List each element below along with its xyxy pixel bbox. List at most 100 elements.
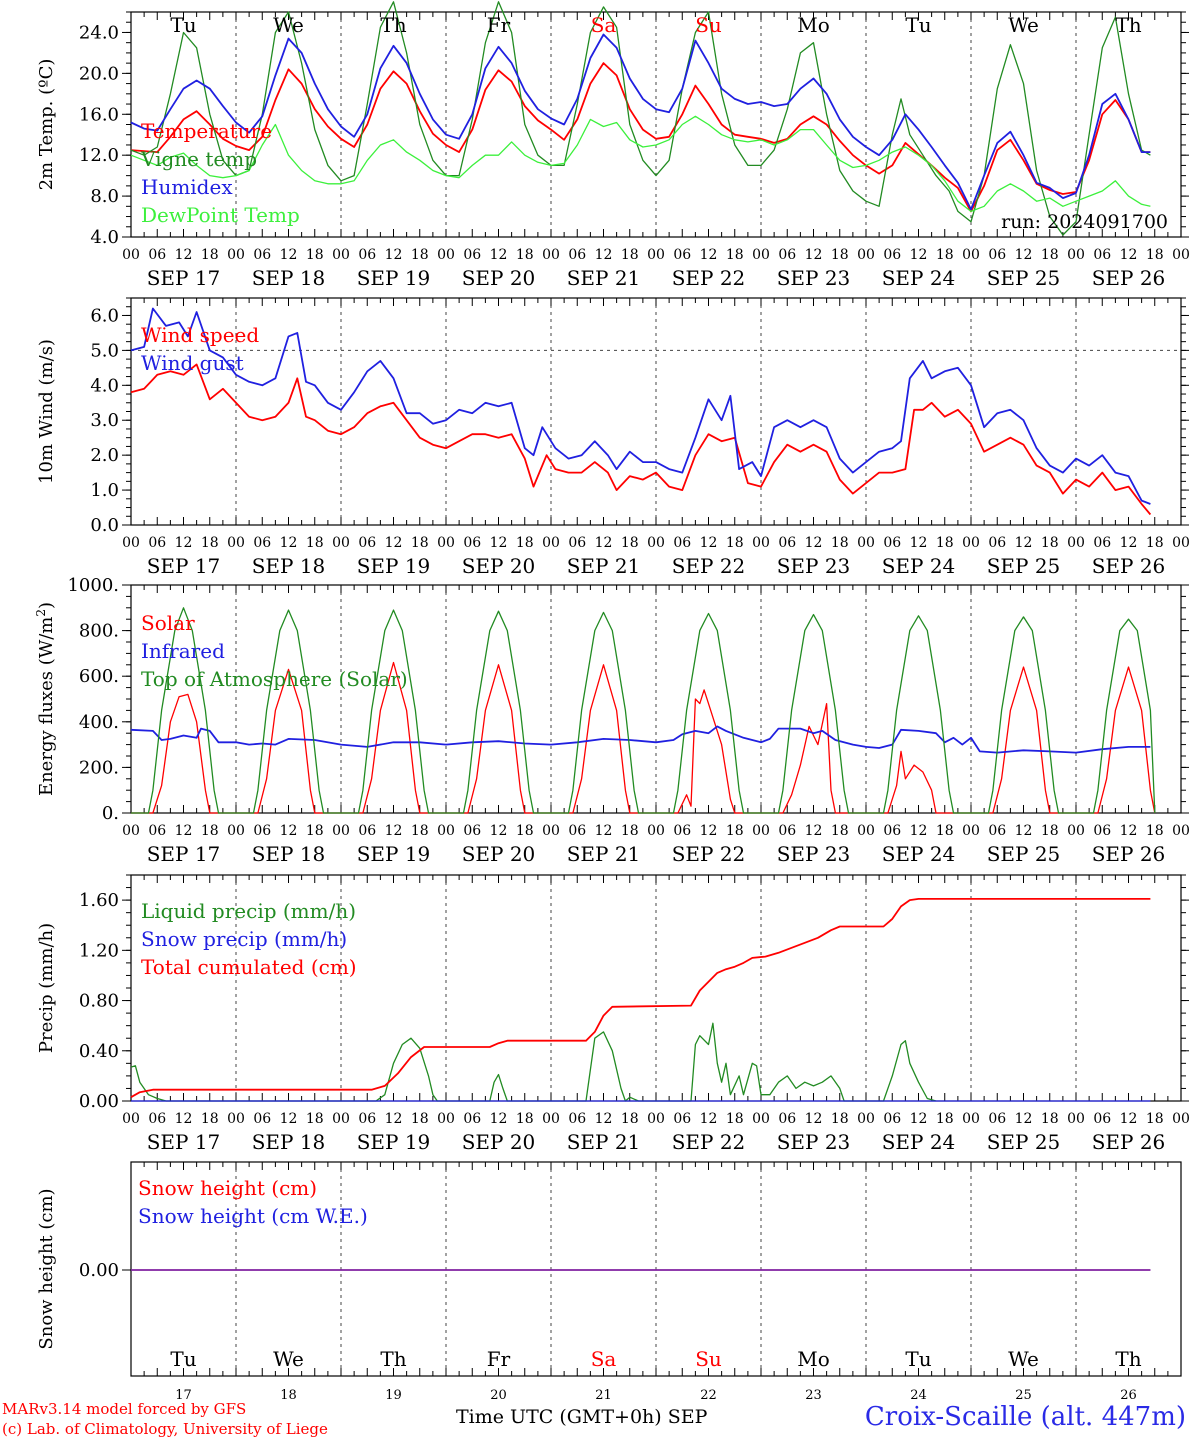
hour-tick-label: 06 [463,247,481,263]
hour-tick-label: 06 [568,247,586,263]
hour-tick-label: 18 [306,247,324,263]
hour-tick-label: 18 [936,247,954,263]
hour-tick-label: 18 [621,823,639,839]
hour-tick-label: 12 [805,1111,823,1127]
hour-tick-label: 00 [647,823,665,839]
hour-tick-label: 12 [595,1111,613,1127]
y-tick-label: 2.0 [90,445,119,466]
day-number-label: 23 [805,1388,822,1403]
date-label: SEP 23 [777,1130,851,1154]
hour-tick-label: 12 [700,823,718,839]
hour-tick-label: 00 [1067,247,1085,263]
hour-tick-label: 00 [857,247,875,263]
hour-tick-label: 00 [962,247,980,263]
hour-tick-label: 06 [148,823,166,839]
legend-entry: Humidex [141,175,233,199]
hour-tick-label: 06 [568,535,586,551]
hour-tick-label: 18 [1041,535,1059,551]
weekday-label: Th [380,1347,406,1371]
series-line-liquid-precip-mm-h- [130,1022,937,1102]
hour-tick-label: 00 [227,823,245,839]
y-tick-label: 1.60 [79,890,119,911]
panel-4: 0.00 0.40 0.80 1.20 1.60 Precip (mm/h) Liquid … [36,874,1190,1154]
hour-tick-label: 06 [463,535,481,551]
date-label: SEP 19 [357,554,431,578]
series-line-total-cumulated-cm- [130,898,1151,1098]
hour-tick-label: 18 [726,823,744,839]
hour-tick-label: 18 [411,1111,429,1127]
legend-entry: Wind gust [141,351,244,375]
y-tick-label: 4.0 [90,227,119,248]
model-credit: MARv3.14 model forced by GFS [2,1400,247,1418]
hour-tick-label: 18 [831,535,849,551]
date-label: SEP 25 [987,266,1061,290]
day-number-label: 20 [490,1388,507,1403]
hour-tick-label: 12 [175,823,193,839]
series-line-top-of-atmosphere-solar- [131,607,1156,814]
hour-tick-label: 00 [1172,247,1190,263]
date-label: SEP 22 [672,1130,746,1154]
hour-tick-label: 06 [778,535,796,551]
y-tick-label: 0.80 [79,991,119,1012]
y-tick-label: 0.00 [79,1091,119,1112]
date-label: SEP 18 [252,842,326,866]
weekday-label: Sa [591,1347,617,1371]
series-line-temperature [130,62,1151,213]
legend-entry: Top of Atmosphere (Solar) [141,667,408,691]
hour-tick-label: 06 [883,247,901,263]
day-number-label: 21 [595,1388,612,1403]
date-label: SEP 24 [882,266,956,290]
weekday-label: Tu [905,1347,931,1371]
hour-tick-label: 06 [568,1111,586,1127]
weekday-label: Tu [170,13,196,37]
hour-tick-label: 18 [1041,823,1059,839]
hour-tick-label: 00 [542,1111,560,1127]
hour-tick-label: 00 [437,1111,455,1127]
hour-tick-label: 00 [437,247,455,263]
date-label: SEP 17 [147,266,221,290]
hour-tick-label: 00 [647,1111,665,1127]
hour-tick-label: 00 [1172,535,1190,551]
hour-tick-label: 18 [516,823,534,839]
hour-tick-label: 12 [595,535,613,551]
hour-tick-label: 12 [1120,247,1138,263]
y-tick-label: 0. [102,803,119,824]
hour-tick-label: 18 [201,535,219,551]
hour-tick-label: 12 [1015,1111,1033,1127]
y-tick-label: 5.0 [90,340,119,361]
day-number-label: 24 [910,1388,927,1403]
weekday-label: Su [695,1347,722,1371]
day-number-label: 19 [385,1388,402,1403]
weekday-label: Th [1115,13,1141,37]
hour-tick-label: 18 [201,1111,219,1127]
hour-tick-label: 00 [647,535,665,551]
y-axis-label: 2m Temp. (ºC) [36,59,57,191]
weekday-label: Th [380,13,406,37]
lab-credit: (c) Lab. of Climatology, University of L… [2,1420,328,1438]
hour-tick-label: 12 [805,535,823,551]
legend-entry: Snow precip (mm/h) [141,927,347,951]
date-label: SEP 20 [462,842,536,866]
hour-tick-label: 12 [280,247,298,263]
hour-tick-label: 00 [857,535,875,551]
hour-tick-label: 00 [332,247,350,263]
y-tick-label: 200. [79,757,119,778]
hour-tick-label: 12 [1120,1111,1138,1127]
panel-1: 4.0 8.0 12.0 16.0 20.0 24.0 2m Temp. (ºC) Tempe… [36,1,1190,290]
day-number-label: 18 [280,1388,297,1403]
y-tick-label: 600. [79,666,119,687]
y-tick-label: 0.00 [79,1260,119,1281]
y-tick-label: 0.40 [79,1041,119,1062]
date-label: SEP 17 [147,842,221,866]
weekday-label: Th [1115,1347,1141,1371]
legend-entry: Vigne temp [140,147,257,171]
y-tick-label: 12.0 [79,145,119,166]
hour-tick-label: 12 [280,823,298,839]
hour-tick-label: 18 [726,1111,744,1127]
date-label: SEP 21 [567,266,641,290]
legend-entry: Snow height (cm W.E.) [138,1204,368,1228]
hour-tick-label: 12 [490,1111,508,1127]
hour-tick-label: 06 [358,1111,376,1127]
hour-tick-label: 06 [568,823,586,839]
